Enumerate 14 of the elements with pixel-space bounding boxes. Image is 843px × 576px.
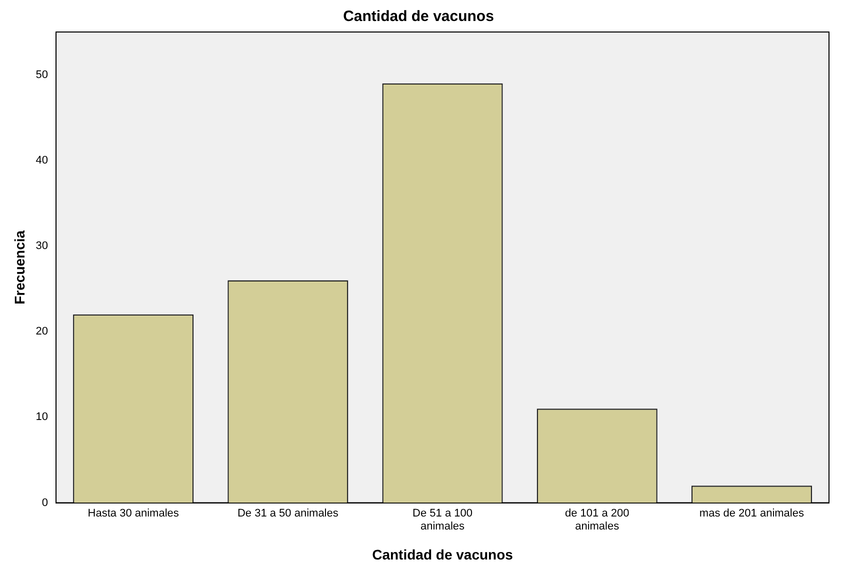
x-axis-title: Cantidad de vacunos xyxy=(372,546,514,562)
chart-title: Cantidad de vacunos xyxy=(343,8,494,26)
x-tick-label: De 31 a 50 animales xyxy=(237,507,339,520)
y-tick-label: 40 xyxy=(36,154,48,166)
x-tick-label: Hasta 30 animales xyxy=(88,507,180,520)
y-axis-title: Frecuencia xyxy=(11,230,28,304)
y-tick-label: 30 xyxy=(36,240,48,252)
x-tick-label: De 51 a 100 animales xyxy=(412,507,472,533)
x-tick-label: mas de 201 animales xyxy=(699,507,804,520)
y-tick-label: 50 xyxy=(36,68,48,81)
x-tick-label: de 101 a 200 animales xyxy=(564,507,630,533)
y-tick-label: 0 xyxy=(42,496,48,509)
y-tick-label: 20 xyxy=(36,326,48,338)
y-tick-label: 10 xyxy=(36,411,48,424)
